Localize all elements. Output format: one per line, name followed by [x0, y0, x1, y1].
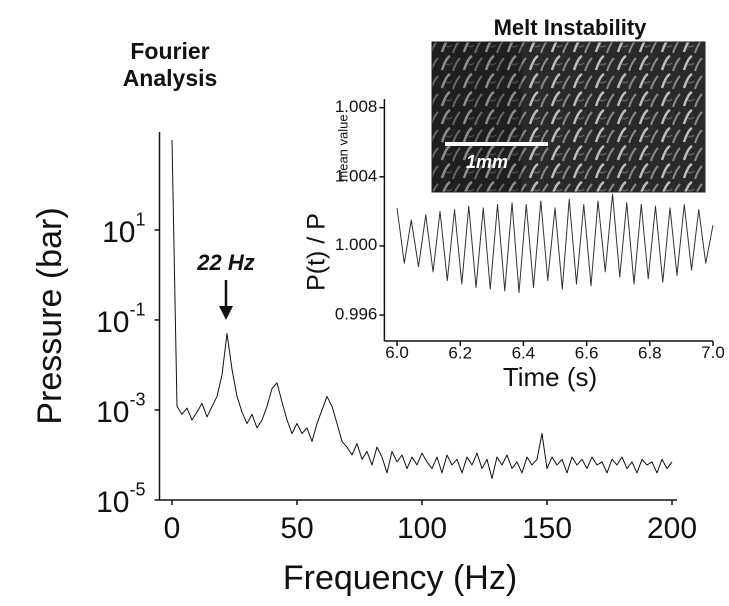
x-tick-label-base: 7.0: [701, 343, 725, 362]
x-tick-label: 100: [397, 512, 447, 545]
x-tick-label: 200: [647, 512, 697, 545]
y-tick-label-exponent: -1: [129, 299, 145, 319]
data-line: [396, 193, 714, 294]
y-tick-label-exponent: -5: [129, 479, 145, 499]
data-line: [171, 139, 673, 480]
y-tick-label: 1.000: [335, 235, 378, 254]
x-tick-label: 6.4: [512, 343, 536, 362]
y-axis-label: Pressure (bar): [31, 207, 69, 424]
y-tick-label: 10-5: [96, 479, 145, 519]
annotation: 22 Hz: [196, 250, 254, 275]
inset-y-label: P(t) / P: [303, 213, 331, 291]
x-tick-label: 0: [164, 512, 181, 545]
y-tick-label: 10-1: [96, 299, 145, 339]
x-tick-label: 6.2: [448, 343, 472, 362]
x-tick-label: 6.6: [575, 343, 599, 362]
y-tick-label-base: 10: [96, 396, 129, 429]
y-tick-label-base: 10: [102, 216, 135, 249]
x-tick-label: 6.8: [638, 343, 662, 362]
y-tick-label-exponent: 1: [135, 209, 145, 229]
y-tick-label: 101: [102, 209, 145, 249]
inset-x-label: Time (s): [503, 362, 597, 392]
image-shade: [432, 42, 522, 192]
y-tick-label: 1.008: [335, 97, 378, 116]
y-tick-label-base: 10: [96, 486, 129, 519]
x-tick-label-base: 6.0: [385, 343, 409, 362]
x-tick-label: 6.0: [385, 343, 409, 362]
x-tick-label: 7.0: [701, 343, 725, 362]
melt-image: [431, 41, 706, 193]
x-axis-label: Frequency (Hz): [283, 559, 517, 597]
y-tick-label-base: 1.000: [335, 235, 378, 254]
scale-label: 1mm: [466, 152, 508, 172]
inset-y-label-subscript: mean value: [335, 114, 350, 181]
inset-title: Melt Instability: [493, 15, 647, 40]
chart-title: Fourier Analysis: [122, 38, 218, 91]
y-tick-label-base: 10: [96, 306, 129, 339]
x-tick-label: 50: [280, 512, 313, 545]
y-tick-label: 1.004: [335, 166, 378, 185]
y-tick-label: 10-3: [96, 389, 145, 429]
annotation-arrowhead: [219, 306, 233, 320]
y-tick-label: 0.996: [335, 305, 378, 324]
x-tick-label: 150: [522, 512, 572, 545]
y-tick-label-exponent: -3: [129, 389, 145, 409]
